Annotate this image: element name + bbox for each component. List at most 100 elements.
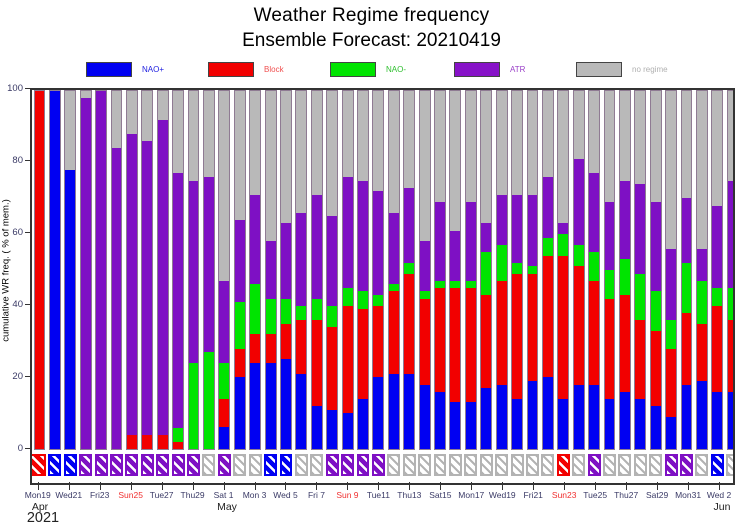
regime-marker-nao_plus — [710, 454, 724, 476]
bar-apr-26 — [141, 90, 154, 450]
regime-marker-none — [633, 454, 647, 476]
segment-block — [542, 255, 553, 378]
segment-block — [358, 309, 368, 399]
x-tick-label: Sun23 — [551, 490, 577, 500]
segment-atr — [435, 201, 445, 281]
y-tick-label: 100 — [7, 83, 23, 94]
segment-block — [157, 434, 168, 449]
regime-marker-none — [387, 454, 401, 476]
marker-slot — [201, 452, 216, 480]
bar-slot — [32, 90, 47, 450]
bar-slot — [617, 90, 632, 450]
segment-atr — [650, 201, 661, 292]
regime-marker-atr — [587, 454, 601, 476]
bar-may-25 — [588, 90, 601, 450]
marker-slot — [510, 452, 525, 480]
bar-apr-29 — [187, 90, 200, 450]
segment-nao-minus — [589, 252, 600, 281]
marker-slot — [602, 452, 617, 480]
bar-may-7 — [310, 90, 323, 450]
segment-block — [296, 320, 307, 374]
bar-may-14 — [418, 90, 431, 450]
x-tick — [502, 482, 504, 490]
segment-block — [465, 287, 476, 403]
segment-atr — [619, 180, 630, 260]
segment-block — [281, 323, 291, 360]
bar-slot — [433, 90, 448, 450]
x-slot: Sun25 — [118, 482, 143, 503]
segment-nao-minus — [527, 266, 538, 274]
segment-nao-plus — [558, 398, 569, 449]
bar-apr-24 — [110, 90, 123, 450]
x-tick-label: Wed21 — [55, 490, 83, 500]
segment-block — [573, 266, 584, 385]
y-tick — [25, 376, 30, 377]
bar-may-19 — [495, 90, 508, 450]
segment-atr — [496, 194, 507, 245]
segment-no-regime — [311, 91, 322, 195]
segment-atr — [666, 248, 677, 321]
segment-block — [327, 327, 338, 410]
bar-slot — [402, 90, 417, 450]
marker-slot — [78, 452, 93, 480]
x-tick — [223, 482, 225, 490]
x-slot: Tue11 — [367, 482, 390, 503]
x-tick-label: Fri 7 — [307, 490, 325, 500]
bar-may-23 — [557, 90, 570, 450]
x-tick-label: Mon19 — [24, 490, 51, 500]
segment-nao-plus — [512, 398, 522, 449]
x-tick — [440, 482, 442, 490]
x-tick — [626, 482, 628, 490]
marker-slot — [448, 452, 463, 480]
x-tick-label: Wed19 — [488, 490, 516, 500]
segment-no-regime — [80, 91, 91, 99]
segment-no-regime — [465, 91, 476, 202]
regime-marker-atr — [187, 454, 200, 476]
bar-slot — [279, 90, 294, 450]
segment-nao-plus — [234, 377, 245, 449]
bar-slot — [648, 90, 663, 450]
segment-nao-plus — [404, 373, 415, 449]
marker-slot — [217, 452, 232, 480]
bar-apr-30 — [202, 90, 215, 450]
segment-nao-plus — [619, 391, 630, 449]
bar-may-20 — [511, 90, 523, 450]
segment-atr — [542, 176, 553, 238]
legend-label: NAO- — [386, 65, 406, 74]
x-tick-label: Tue25 — [583, 490, 608, 500]
segment-nao-minus — [558, 234, 569, 256]
segment-nao-minus — [404, 262, 415, 274]
y-tick — [25, 304, 30, 305]
segment-nao-plus — [727, 391, 733, 449]
daily-regime-markers — [32, 452, 733, 480]
bar-may-1 — [218, 90, 231, 450]
segment-no-regime — [404, 91, 415, 188]
segment-block — [481, 295, 492, 389]
segment-atr — [250, 194, 261, 285]
segment-atr — [373, 191, 384, 296]
regime-marker-atr — [171, 454, 185, 476]
x-tick — [99, 482, 101, 490]
marker-slot — [140, 452, 155, 480]
x-tick — [68, 482, 70, 490]
regime-marker-none — [695, 454, 709, 476]
x-slot: Thu13 — [397, 482, 421, 503]
segment-nao-minus — [604, 269, 615, 299]
marker-slot — [63, 452, 78, 480]
bar-may-18 — [480, 90, 493, 450]
regime-marker-atr — [125, 454, 139, 476]
segment-nao-minus — [219, 363, 230, 399]
segment-nao-minus — [619, 259, 630, 296]
regime-marker-none — [448, 454, 462, 476]
segment-block — [219, 398, 230, 428]
regime-marker-atr — [94, 454, 108, 476]
segment-nao-plus — [342, 413, 353, 449]
segment-nao-plus — [358, 398, 368, 449]
bar-slot — [602, 90, 617, 450]
segment-atr — [589, 173, 600, 253]
regime-marker-block — [32, 454, 46, 476]
segment-atr — [142, 141, 153, 435]
bar-may-6 — [295, 90, 308, 450]
segment-nao-minus — [388, 284, 399, 292]
segment-nao-minus — [727, 287, 733, 321]
